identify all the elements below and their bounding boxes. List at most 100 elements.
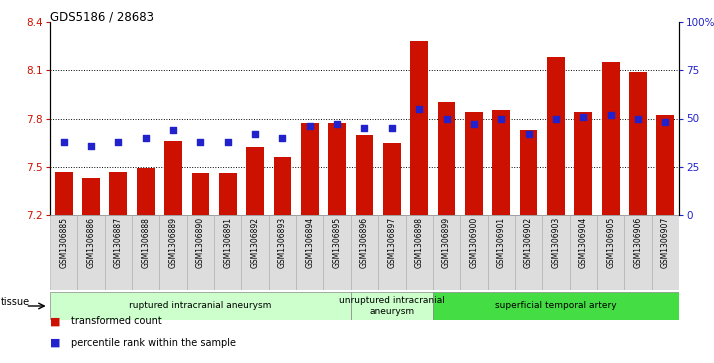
Bar bbox=[50, 215, 77, 290]
Point bbox=[413, 106, 425, 112]
Text: GSM1306885: GSM1306885 bbox=[59, 217, 68, 268]
Bar bbox=[438, 102, 456, 215]
Text: GSM1306896: GSM1306896 bbox=[360, 217, 369, 268]
Bar bbox=[383, 143, 401, 215]
Bar bbox=[520, 130, 538, 215]
Text: GSM1306889: GSM1306889 bbox=[169, 217, 178, 268]
Text: GSM1306906: GSM1306906 bbox=[633, 217, 643, 269]
Bar bbox=[515, 215, 542, 290]
Bar bbox=[55, 172, 73, 215]
Bar bbox=[624, 215, 652, 290]
Text: GDS5186 / 28683: GDS5186 / 28683 bbox=[50, 11, 154, 24]
Bar bbox=[570, 215, 597, 290]
Bar bbox=[137, 168, 155, 215]
Point bbox=[578, 114, 589, 119]
Bar bbox=[461, 215, 488, 290]
Bar bbox=[542, 215, 570, 290]
Text: GSM1306894: GSM1306894 bbox=[306, 217, 314, 268]
Bar bbox=[77, 215, 105, 290]
Bar bbox=[268, 215, 296, 290]
Bar bbox=[597, 215, 624, 290]
Text: GSM1306898: GSM1306898 bbox=[415, 217, 423, 268]
Bar bbox=[301, 123, 318, 215]
Point bbox=[195, 139, 206, 144]
Point bbox=[441, 115, 452, 121]
Bar bbox=[411, 41, 428, 215]
Point bbox=[496, 115, 507, 121]
Text: GSM1306899: GSM1306899 bbox=[442, 217, 451, 268]
Point bbox=[633, 115, 644, 121]
Text: ■: ■ bbox=[50, 338, 61, 348]
Text: GSM1306901: GSM1306901 bbox=[497, 217, 506, 268]
Point bbox=[605, 112, 616, 118]
Bar bbox=[488, 215, 515, 290]
Point bbox=[277, 135, 288, 141]
Text: transformed count: transformed count bbox=[71, 316, 162, 326]
Text: unruptured intracranial
aneurysm: unruptured intracranial aneurysm bbox=[339, 296, 445, 316]
Bar bbox=[629, 72, 647, 215]
Bar bbox=[351, 292, 433, 320]
Point bbox=[222, 139, 233, 144]
Text: GSM1306888: GSM1306888 bbox=[141, 217, 150, 268]
Text: GSM1306887: GSM1306887 bbox=[114, 217, 123, 268]
Bar bbox=[273, 157, 291, 215]
Bar bbox=[547, 57, 565, 215]
Text: percentile rank within the sample: percentile rank within the sample bbox=[71, 338, 236, 348]
Point bbox=[359, 125, 371, 131]
Bar bbox=[378, 215, 406, 290]
Bar bbox=[433, 215, 461, 290]
Bar bbox=[406, 215, 433, 290]
Bar bbox=[191, 173, 209, 215]
Text: GSM1306895: GSM1306895 bbox=[333, 217, 342, 268]
Point bbox=[113, 139, 124, 144]
Bar bbox=[164, 141, 182, 215]
Text: GSM1306900: GSM1306900 bbox=[469, 217, 478, 269]
Bar bbox=[602, 62, 620, 215]
Bar bbox=[433, 292, 679, 320]
Bar bbox=[105, 215, 132, 290]
Bar bbox=[652, 215, 679, 290]
Bar bbox=[109, 172, 127, 215]
Bar bbox=[241, 215, 268, 290]
Text: GSM1306904: GSM1306904 bbox=[579, 217, 588, 269]
Bar bbox=[82, 178, 100, 215]
Bar bbox=[323, 215, 351, 290]
Point bbox=[523, 131, 534, 137]
Bar bbox=[574, 112, 592, 215]
Point bbox=[58, 139, 69, 144]
Text: GSM1306891: GSM1306891 bbox=[223, 217, 232, 268]
Point bbox=[140, 135, 151, 141]
Bar bbox=[219, 173, 236, 215]
Bar bbox=[328, 123, 346, 215]
Text: GSM1306907: GSM1306907 bbox=[661, 217, 670, 269]
Text: ruptured intracranial aneurysm: ruptured intracranial aneurysm bbox=[129, 302, 271, 310]
Point bbox=[550, 115, 562, 121]
Text: GSM1306890: GSM1306890 bbox=[196, 217, 205, 268]
Point bbox=[167, 127, 178, 133]
Point bbox=[468, 121, 480, 127]
Bar bbox=[132, 215, 159, 290]
Text: GSM1306902: GSM1306902 bbox=[524, 217, 533, 268]
Bar bbox=[356, 135, 373, 215]
Point bbox=[304, 123, 316, 129]
Text: tissue: tissue bbox=[1, 297, 30, 307]
Text: superficial temporal artery: superficial temporal artery bbox=[495, 302, 617, 310]
Text: ■: ■ bbox=[50, 316, 61, 326]
Bar bbox=[351, 215, 378, 290]
Bar bbox=[50, 292, 351, 320]
Text: GSM1306886: GSM1306886 bbox=[86, 217, 96, 268]
Point bbox=[249, 131, 261, 137]
Bar bbox=[465, 112, 483, 215]
Text: GSM1306893: GSM1306893 bbox=[278, 217, 287, 268]
Bar bbox=[214, 215, 241, 290]
Bar bbox=[159, 215, 187, 290]
Bar bbox=[656, 115, 674, 215]
Text: GSM1306892: GSM1306892 bbox=[251, 217, 260, 268]
Point bbox=[331, 121, 343, 127]
Point bbox=[386, 125, 398, 131]
Text: GSM1306905: GSM1306905 bbox=[606, 217, 615, 269]
Text: GSM1306897: GSM1306897 bbox=[388, 217, 396, 268]
Bar bbox=[187, 215, 214, 290]
Text: GSM1306903: GSM1306903 bbox=[551, 217, 560, 269]
Point bbox=[85, 143, 96, 148]
